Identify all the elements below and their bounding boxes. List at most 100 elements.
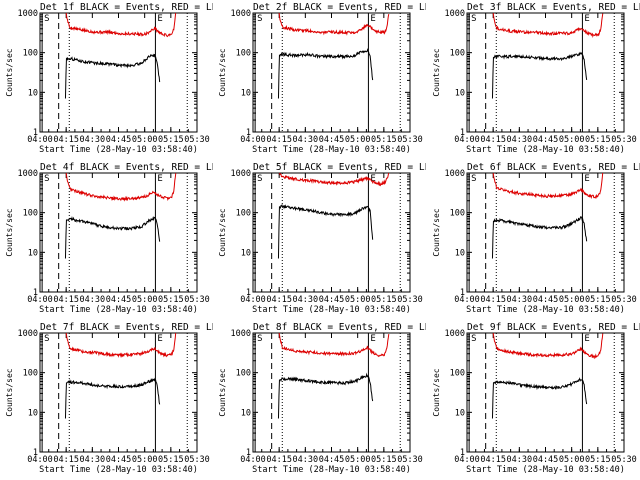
chart-det-8f: Det 8f BLACK = Events, RED = LLD 1 10 100 10… <box>218 322 426 475</box>
y-tick-label: 1 <box>246 288 251 298</box>
marker-label-E: E <box>157 174 162 184</box>
marker-label-S: S <box>471 174 476 184</box>
x-tick-label: 05:30 <box>611 135 637 145</box>
x-tick-label: 04:00 <box>27 295 53 305</box>
y-axis-label: Counts/sec <box>5 48 14 96</box>
x-tick-label: 04:45 <box>533 135 559 145</box>
y-tick-label: 1 <box>33 448 38 458</box>
chart-title: Det 2f BLACK = Events, RED = LLD <box>253 2 426 13</box>
chart-title: Det 1f BLACK = Events, RED = LLD <box>40 2 213 13</box>
x-tick-label: 04:30 <box>507 455 533 465</box>
series-lld-line <box>278 13 390 36</box>
chart-det-9f: Det 9f BLACK = Events, RED = LLD 1 10 100 10… <box>432 322 640 475</box>
marker-label-E: E <box>370 14 375 24</box>
x-tick-label: 05:15 <box>371 455 397 465</box>
y-tick-label: 100 <box>236 369 251 379</box>
x-tick-label: 05:15 <box>585 295 611 305</box>
plot-frame <box>252 172 411 293</box>
y-tick-label: 1 <box>33 128 38 138</box>
chart-det-6f: Det 6f BLACK = Events, RED = LLD 1 10 100 10… <box>432 162 640 315</box>
x-tick-label: 05:15 <box>158 455 184 465</box>
x-tick-label: 04:00 <box>454 455 480 465</box>
series-lld-line <box>492 13 604 38</box>
y-tick-label: 1000 <box>445 329 465 339</box>
x-tick-label: 05:00 <box>132 455 158 465</box>
marker-label-E: E <box>370 174 375 184</box>
marker-label-E: E <box>584 14 589 24</box>
y-tick-label: 1 <box>460 288 465 298</box>
chart-det-4f: Det 4f BLACK = Events, RED = LLD 1 10 100 10… <box>5 162 213 315</box>
x-tick-label: 04:30 <box>293 135 319 145</box>
x-tick-label: 04:30 <box>507 295 533 305</box>
marker-label-S: S <box>257 334 262 344</box>
marker-label-S: S <box>257 174 262 184</box>
y-tick-label: 1 <box>33 288 38 298</box>
x-axis-label: Start Time (28-May-10 03:58:40) <box>39 465 198 475</box>
x-tick-label: 04:00 <box>454 135 480 145</box>
series-lld-line <box>65 333 177 358</box>
x-tick-label: 05:00 <box>559 135 585 145</box>
chart-title: Det 6f BLACK = Events, RED = LLD <box>467 162 640 173</box>
y-tick-label: 1000 <box>231 329 251 339</box>
marker-label-S: S <box>471 14 476 24</box>
x-tick-label: 04:30 <box>293 295 319 305</box>
y-tick-label: 1000 <box>445 169 465 179</box>
y-tick-label: 1000 <box>445 9 465 19</box>
x-axis-label: Start Time (28-May-10 03:58:40) <box>252 305 411 315</box>
y-axis-label: Counts/sec <box>432 48 441 96</box>
x-tick-label: 04:30 <box>80 135 106 145</box>
x-tick-label: 05:30 <box>397 455 423 465</box>
x-tick-label: 04:45 <box>106 295 132 305</box>
chart-det-1f: Det 1f BLACK = Events, RED = LLD 1 10 100 10… <box>5 2 213 155</box>
y-tick-label: 10 <box>28 408 38 418</box>
series-lld-line <box>65 13 177 38</box>
series-events-line <box>64 53 161 99</box>
series-events-line <box>491 51 588 99</box>
marker-label-E: E <box>584 334 589 344</box>
marker-label-E: E <box>157 334 162 344</box>
y-tick-label: 100 <box>23 209 38 219</box>
x-tick-label: 04:00 <box>240 455 266 465</box>
x-axis-label: Start Time (28-May-10 03:58:40) <box>466 465 625 475</box>
y-axis-label: Counts/sec <box>218 48 227 96</box>
x-tick-label: 05:00 <box>345 295 371 305</box>
y-tick-label: 10 <box>241 88 251 98</box>
y-tick-label: 100 <box>450 369 465 379</box>
x-axis-label: Start Time (28-May-10 03:58:40) <box>252 465 411 475</box>
y-tick-label: 10 <box>28 88 38 98</box>
y-tick-label: 100 <box>23 369 38 379</box>
y-tick-label: 1000 <box>18 9 38 19</box>
x-tick-label: 05:30 <box>397 135 423 145</box>
y-tick-label: 100 <box>236 209 251 219</box>
chart-title: Det 5f BLACK = Events, RED = LLD <box>253 162 426 173</box>
chart-det-3f: Det 3f BLACK = Events, RED = LLD 1 10 100 10… <box>432 2 640 155</box>
x-tick-label: 05:30 <box>184 295 210 305</box>
series-events-line <box>277 372 374 419</box>
marker-label-S: S <box>471 334 476 344</box>
series-events-line <box>277 47 374 99</box>
chart-title: Det 9f BLACK = Events, RED = LLD <box>467 322 640 333</box>
y-tick-label: 1 <box>460 448 465 458</box>
x-tick-label: 04:45 <box>319 455 345 465</box>
x-tick-label: 05:15 <box>371 295 397 305</box>
marker-label-E: E <box>370 334 375 344</box>
x-tick-label: 05:00 <box>132 295 158 305</box>
x-tick-label: 04:45 <box>533 455 559 465</box>
x-tick-label: 04:00 <box>240 135 266 145</box>
x-tick-label: 04:45 <box>533 295 559 305</box>
x-tick-label: 04:15 <box>53 135 79 145</box>
marker-label-S: S <box>44 14 49 24</box>
x-tick-label: 05:15 <box>371 135 397 145</box>
chart-det-7f: Det 7f BLACK = Events, RED = LLD 1 10 100 10… <box>5 322 213 475</box>
x-tick-label: 05:30 <box>184 135 210 145</box>
x-tick-label: 04:00 <box>27 455 53 465</box>
x-axis-label: Start Time (28-May-10 03:58:40) <box>39 305 198 315</box>
x-tick-label: 04:15 <box>266 135 292 145</box>
y-tick-label: 10 <box>241 408 251 418</box>
y-tick-label: 100 <box>450 49 465 59</box>
marker-label-S: S <box>257 14 262 24</box>
x-tick-label: 04:30 <box>80 295 106 305</box>
marker-label-E: E <box>157 14 162 24</box>
x-tick-label: 05:15 <box>158 295 184 305</box>
